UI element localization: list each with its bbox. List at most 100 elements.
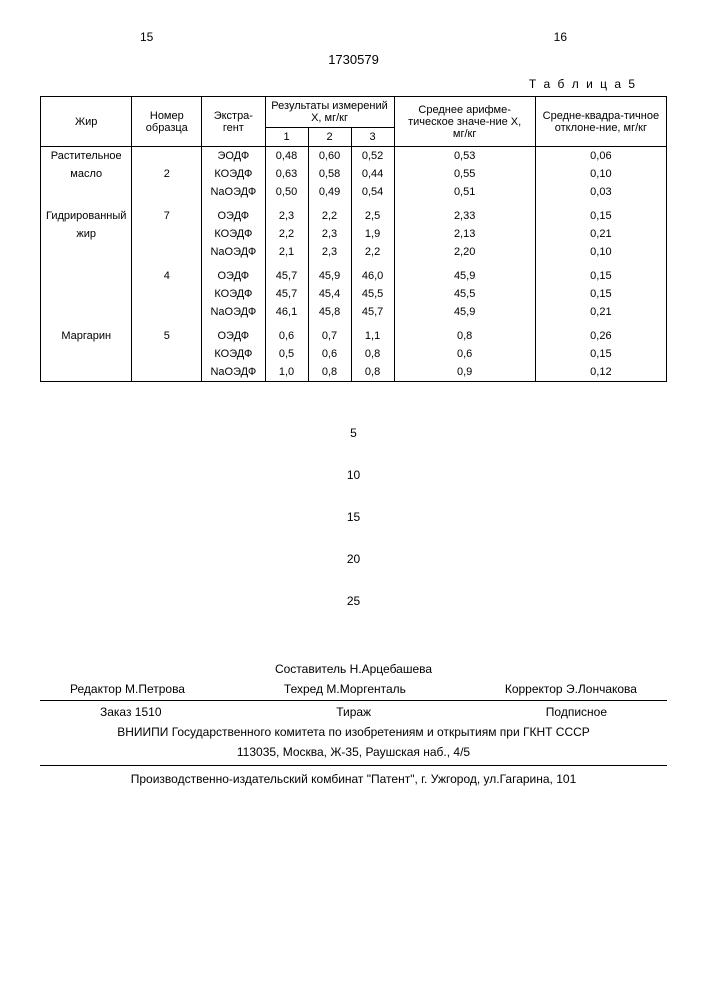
cell: КОЭДФ (202, 285, 265, 303)
table-row: РастительноеЭОДФ0,480,600,520,530,06 (41, 147, 667, 166)
table-row: NaОЭДФ0,500,490,540,510,03 (41, 183, 667, 201)
doc-number: 1730579 (40, 52, 667, 67)
cell: 45,7 (265, 285, 308, 303)
cell (132, 183, 202, 201)
cell: NaОЭДФ (202, 303, 265, 321)
cell: 45,7 (265, 267, 308, 285)
data-table: Жир Номер образца Экстра-гент Результаты… (40, 96, 667, 382)
cell: 0,44 (351, 165, 394, 183)
cell: 0,15 (535, 285, 666, 303)
col-fat: Жир (41, 97, 132, 147)
line-no: 25 (40, 580, 667, 622)
cell: 45,4 (308, 285, 351, 303)
cell: 5 (132, 327, 202, 345)
cell: 0,51 (394, 183, 535, 201)
cell: 2,33 (394, 207, 535, 225)
cell (132, 147, 202, 166)
divider (40, 765, 667, 766)
cell: 0,26 (535, 327, 666, 345)
cell: 0,15 (535, 207, 666, 225)
cell: 0,58 (308, 165, 351, 183)
line-no: 15 (40, 496, 667, 538)
order-row: Заказ 1510 Тираж Подписное (40, 705, 667, 719)
col-results: Результаты измерений X, мг/кг (265, 97, 394, 128)
cell: 0,21 (535, 303, 666, 321)
cell: 1,0 (265, 363, 308, 382)
col-std: Средне-квадра-тичное отклоне-ние, мг/кг (535, 97, 666, 147)
cell: ОЭДФ (202, 327, 265, 345)
cell: 7 (132, 207, 202, 225)
tirazh: Тираж (336, 705, 371, 719)
cell: Маргарин (41, 327, 132, 345)
col-mean: Среднее арифме-тическое значе-ние X, мг/… (394, 97, 535, 147)
table-row: NaОЭДФ1,00,80,80,90,12 (41, 363, 667, 382)
cell (132, 285, 202, 303)
printer: Производственно-издательский комбинат "П… (40, 772, 667, 786)
cell: 0,55 (394, 165, 535, 183)
cell: 0,6 (308, 345, 351, 363)
cell: 0,5 (265, 345, 308, 363)
cell: 1,1 (351, 327, 394, 345)
cell: 4 (132, 267, 202, 285)
col-sample: Номер образца (132, 97, 202, 147)
cell: 2,20 (394, 243, 535, 261)
cell (132, 345, 202, 363)
cell (41, 345, 132, 363)
table-row: КОЭДФ45,745,445,545,50,15 (41, 285, 667, 303)
cell: 46,0 (351, 267, 394, 285)
subscription: Подписное (546, 705, 607, 719)
table-row: Маргарин5ОЭДФ0,60,71,10,80,26 (41, 327, 667, 345)
cell: 45,7 (351, 303, 394, 321)
cell: 2,2 (308, 207, 351, 225)
cell: 45,9 (394, 303, 535, 321)
cell (41, 363, 132, 382)
cell: 45,8 (308, 303, 351, 321)
cell (132, 243, 202, 261)
cell: 0,9 (394, 363, 535, 382)
table-row: жирКОЭДФ2,22,31,92,130,21 (41, 225, 667, 243)
cell: 0,8 (351, 345, 394, 363)
cell: 45,5 (394, 285, 535, 303)
divider (40, 700, 667, 701)
col-r1: 1 (265, 128, 308, 147)
table-row: 4ОЭДФ45,745,946,045,90,15 (41, 267, 667, 285)
corrector: Корректор Э.Лончакова (505, 682, 637, 696)
table-row: Гидрированный7ОЭДФ2,32,22,52,330,15 (41, 207, 667, 225)
cell: Гидрированный (41, 207, 132, 225)
col-extractant: Экстра-гент (202, 97, 265, 147)
cell: 0,21 (535, 225, 666, 243)
cell: 2,2 (351, 243, 394, 261)
cell: 45,9 (394, 267, 535, 285)
cell: ОЭДФ (202, 207, 265, 225)
cell: 1,9 (351, 225, 394, 243)
page-right: 16 (554, 30, 567, 44)
cell: NaОЭДФ (202, 243, 265, 261)
page-left: 15 (140, 30, 153, 44)
techred: Техред М.Моргенталь (284, 682, 406, 696)
cell (41, 183, 132, 201)
cell: 2,3 (308, 225, 351, 243)
compiler: Составитель Н.Арцебашева (40, 662, 667, 676)
cell (41, 243, 132, 261)
credits-row: Редактор М.Петрова Техред М.Моргенталь К… (40, 682, 667, 696)
editor: Редактор М.Петрова (70, 682, 185, 696)
cell: КОЭДФ (202, 225, 265, 243)
cell: 0,15 (535, 345, 666, 363)
cell: жир (41, 225, 132, 243)
table-caption: Т а б л и ц а 5 (40, 77, 667, 91)
line-no: 10 (40, 454, 667, 496)
table-row: NaОЭДФ46,145,845,745,90,21 (41, 303, 667, 321)
cell: 0,15 (535, 267, 666, 285)
line-numbers: 5 10 15 20 25 (40, 412, 667, 622)
cell: 2,5 (351, 207, 394, 225)
cell: 0,52 (351, 147, 394, 166)
cell (41, 285, 132, 303)
cell: 0,8 (351, 363, 394, 382)
cell: 0,10 (535, 243, 666, 261)
cell (132, 225, 202, 243)
cell: 2,3 (308, 243, 351, 261)
vniipi-2: 113035, Москва, Ж-35, Раушская наб., 4/5 (40, 745, 667, 759)
cell: КОЭДФ (202, 165, 265, 183)
cell: 0,7 (308, 327, 351, 345)
cell: масло (41, 165, 132, 183)
